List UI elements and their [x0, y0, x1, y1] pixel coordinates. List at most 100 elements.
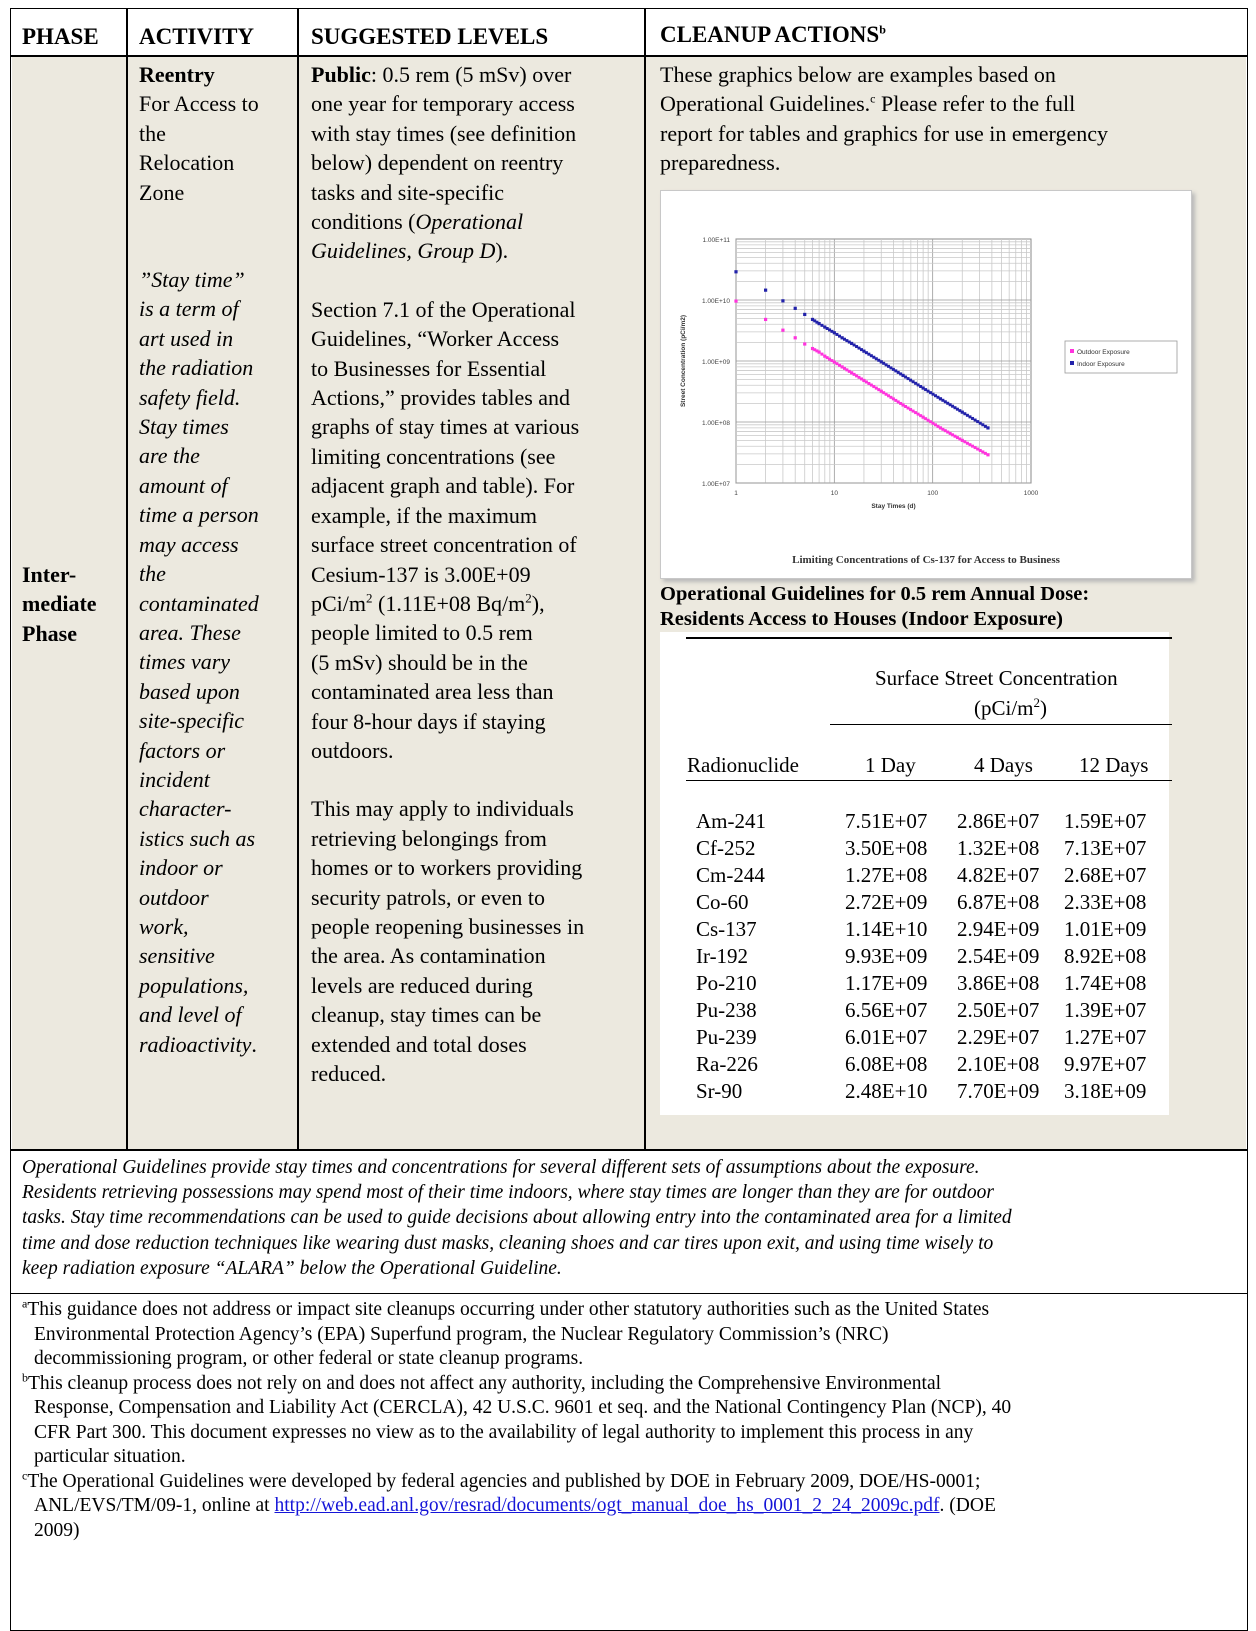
data-point-fill-indoor [914, 381, 918, 385]
data-point-indoor [862, 349, 866, 353]
data-point-fill-indoor [955, 407, 959, 411]
footnote-ref-b: b [879, 22, 886, 37]
levels-paragraph-3: This may apply to individuals retrieving … [311, 794, 641, 1088]
data-point-fill-outdoor [852, 372, 856, 376]
activity-italic-line: the radiation [139, 355, 254, 381]
levels-line: Section 7.1 of the Operational [311, 296, 576, 322]
table-cell-value: 6.08E+08 [845, 1052, 928, 1076]
data-point-fill-outdoor [845, 368, 849, 372]
data-point-fill-indoor [906, 377, 910, 381]
data-point-fill-indoor [882, 361, 886, 365]
phase-cell: Inter- mediate Phase [22, 560, 97, 648]
footnote-text: Response, Compensation and Liability Act… [34, 1397, 1012, 1418]
table-cell-value: 4.82E+07 [957, 863, 1040, 887]
table-cell-value: 1.17E+09 [845, 971, 928, 995]
footnote-line: aThis guidance does not address or impac… [22, 1298, 1244, 1323]
levels-line: Public: 0.5 rem (5 mSv) over [311, 60, 641, 89]
note-divider [10, 1293, 1248, 1294]
data-point-fill-outdoor [916, 412, 920, 416]
data-point-fill-indoor [891, 367, 895, 371]
data-point-fill-indoor [896, 370, 900, 374]
data-point-indoor [960, 410, 964, 414]
activity-italic-line: ”Stay time” [139, 267, 245, 293]
levels-line: outdoors. [311, 737, 394, 763]
data-point-fill-outdoor [894, 398, 898, 402]
cleanup-intro-og: Operational Guidelines. [660, 91, 871, 117]
levels-text: below) dependent on reentry [311, 150, 564, 176]
activity-italic-line: outdoor [139, 884, 209, 910]
data-point-fill-indoor [857, 346, 861, 350]
table-cell-value: 1.27E+08 [845, 863, 928, 887]
activity-italic-line: work, [139, 913, 189, 939]
footnote-line: particular situation. [22, 1445, 1244, 1470]
data-point-fill-indoor [845, 339, 849, 343]
data-point-fill-indoor [830, 329, 834, 333]
data-point-outdoor [823, 354, 827, 358]
data-point-indoor [850, 341, 854, 346]
levels-line: Guidelines, Group D). [311, 236, 641, 265]
row-shade-levels [299, 57, 644, 1149]
activity-italic-line: factors or [139, 737, 226, 763]
levels-line: cleanup, stay times can be [311, 1002, 542, 1028]
data-point-outdoor [781, 328, 785, 332]
table-cell-nuclide: Pu-239 [696, 1025, 757, 1049]
cleanup-intro-line-4: preparedness. [660, 150, 781, 176]
footnote-text: This cleanup process does not rely on an… [28, 1372, 942, 1394]
footnote-c-line-2-end: . (DOE [939, 1495, 996, 1516]
data-point-fill-indoor [872, 355, 876, 359]
note-line: Residents retrieving possessions may spe… [22, 1182, 995, 1204]
data-point-outdoor [840, 365, 844, 369]
data-point-indoor [986, 426, 990, 430]
data-point-fill-outdoor [874, 386, 878, 390]
activity-last-italic: radioactivity [139, 1031, 252, 1057]
activity-italic-line: safety field. [139, 384, 241, 410]
footnote-line: decommissioning program, or other federa… [22, 1347, 1244, 1372]
data-point-fill-outdoor [965, 441, 969, 445]
data-point-fill-indoor [919, 384, 923, 388]
data-point-fill-indoor [934, 394, 938, 398]
table-cell-value: 2.50E+07 [957, 998, 1040, 1022]
data-point-outdoor [803, 342, 807, 346]
cleanup-intro-line-3: report for tables and graphics for use i… [660, 120, 1108, 146]
x-tick-label: 1000 [1024, 490, 1039, 497]
footnote-c-link[interactable]: http://web.ead.anl.gov/resrad/documents/… [274, 1495, 940, 1516]
footnote-ref-c: c [870, 92, 876, 107]
legend-swatch [1070, 349, 1074, 353]
data-point-outdoor [879, 389, 883, 393]
levels-line: security patrols, or even to [311, 884, 545, 910]
footnote-c-line-3: 2009) [34, 1519, 80, 1541]
levels-line: contaminated area less than [311, 679, 554, 705]
data-point-fill-outdoor [934, 423, 938, 427]
activity-italic-line: amount of [139, 472, 228, 498]
data-point-fill-indoor [838, 334, 842, 338]
data-point-fill-outdoor [859, 377, 863, 381]
x-tick-label: 1 [734, 490, 738, 497]
data-point-fill-indoor [899, 372, 903, 376]
data-point-fill-outdoor [906, 406, 910, 410]
data-point-fill-outdoor [919, 414, 923, 418]
data-point-fill-outdoor [946, 430, 950, 434]
y-tick-label: 1.00E+09 [702, 359, 730, 366]
table-cell-value: 2.68E+07 [1064, 863, 1147, 887]
col-divider-1 [126, 8, 128, 1150]
table-cell-value: 1.27E+07 [1064, 1025, 1147, 1049]
table-cell-nuclide: Po-210 [696, 971, 757, 995]
data-point-fill-indoor [983, 424, 987, 428]
table-cell-value: 9.97E+07 [1064, 1052, 1147, 1076]
data-point-indoor [810, 317, 815, 322]
activity-line: Zone [139, 179, 185, 205]
levels-text: one year for temporary access [311, 91, 575, 117]
data-point-outdoor [832, 360, 836, 364]
table-cell-value: 2.54E+09 [957, 944, 1040, 968]
data-point-outdoor [986, 453, 990, 457]
activity-cell: Reentry For Access to the Relocation Zone ”… [139, 60, 294, 1059]
data-point-fill-outdoor [971, 444, 975, 448]
table-title: Operational Guidelines for 0.5 rem Annua… [660, 582, 1089, 632]
data-point-outdoor [850, 371, 854, 375]
levels-sup: 2 [366, 590, 373, 606]
data-point-fill-indoor [843, 337, 847, 341]
data-point-indoor [734, 270, 738, 274]
data-point-fill-outdoor [929, 420, 933, 424]
data-point-fill-outdoor [835, 362, 839, 366]
data-point-fill-outdoor [825, 356, 829, 360]
